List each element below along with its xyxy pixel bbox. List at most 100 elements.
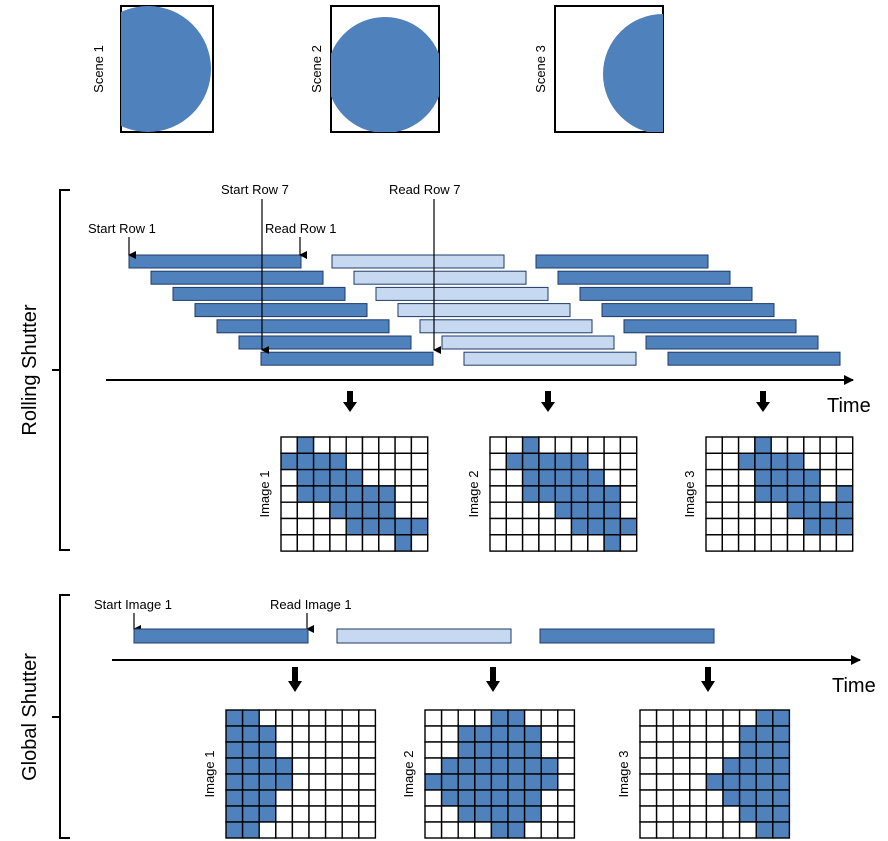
- pixel-cell: [474, 805, 493, 823]
- pixel-cell: [570, 534, 589, 552]
- pixel-cell: [474, 789, 493, 807]
- pixel-cell: [754, 452, 772, 471]
- pixel-cell: [474, 757, 493, 775]
- pixel-cell: [772, 741, 791, 759]
- rolling-shutter-section: Rolling Shutter Start Row 1 Read Row 1 S…: [19, 182, 871, 552]
- rolling-group-3-row-5: [623, 319, 797, 334]
- rolling-image-2-label: Image 2: [466, 471, 481, 518]
- pixel-cell: [835, 436, 854, 454]
- pixel-cell: [505, 436, 524, 454]
- rolling-group-1-row-7: [260, 351, 434, 366]
- pixel-cell: [689, 805, 708, 823]
- global-exposure-bars: [133, 628, 715, 644]
- pixel-cell: [721, 468, 740, 487]
- pixel-cell: [361, 534, 380, 552]
- rolling-group-3-row-7: [667, 351, 841, 366]
- pixel-cell: [722, 709, 741, 727]
- pixel-cell: [521, 468, 540, 487]
- global-time-label: Time: [832, 675, 876, 697]
- pixel-cell: [424, 757, 443, 775]
- pixel-cell: [296, 485, 315, 503]
- pixel-cell: [655, 773, 674, 791]
- pixel-cell: [786, 485, 805, 503]
- rolling-group-3-row-6: [645, 335, 819, 350]
- pixel-cell: [557, 789, 576, 807]
- rolling-group-1-row-3: [172, 286, 346, 301]
- pixel-cell: [424, 773, 443, 791]
- pixel-cell: [378, 485, 396, 503]
- pixel-cell: [737, 436, 756, 454]
- pixel-cell: [358, 805, 377, 823]
- pixel-cell: [603, 517, 622, 536]
- scene-1-label: Scene 1: [91, 45, 106, 93]
- pixel-cell: [639, 821, 658, 839]
- pixel-cell: [296, 436, 315, 454]
- pixel-cell: [737, 517, 756, 536]
- pixel-cell: [424, 821, 443, 839]
- rolling-shutter-bracket: [52, 189, 70, 551]
- pixel-cell: [587, 452, 605, 471]
- pixel-cell: [505, 501, 524, 520]
- pixel-cell: [835, 468, 854, 487]
- pixel-cell: [361, 501, 380, 520]
- pixel-cell: [358, 741, 377, 759]
- pixel-cell: [521, 517, 540, 536]
- rolling-exposure-bars: [128, 254, 841, 366]
- pixel-cell: [786, 517, 805, 536]
- pixel-cell: [225, 821, 244, 839]
- pixel-cell: [457, 821, 476, 839]
- read-row-7-label: Read Row 7: [389, 182, 461, 197]
- pixel-cell: [258, 821, 277, 839]
- pixel-cell: [424, 709, 443, 727]
- pixel-cell: [639, 789, 658, 807]
- pixel-cell: [538, 485, 556, 503]
- scene-1: Scene 1: [91, 5, 214, 133]
- pixel-cell: [296, 452, 315, 471]
- pixel-cell: [755, 741, 774, 759]
- pixel-cell: [755, 757, 774, 775]
- pixel-cell: [672, 789, 691, 807]
- global-exposure-2: [336, 628, 512, 644]
- pixel-cell: [505, 534, 524, 552]
- pixel-cell: [490, 709, 509, 727]
- pixel-cell: [786, 534, 805, 552]
- pixel-cell: [280, 534, 298, 552]
- pixel-cell: [772, 789, 791, 807]
- global-image-3: Image 3: [616, 709, 791, 839]
- scene-2-label: Scene 2: [309, 45, 324, 93]
- pixel-cell: [489, 436, 507, 454]
- pixel-cell: [540, 789, 559, 807]
- pixel-cell: [312, 485, 331, 503]
- pixel-cell: [672, 725, 691, 743]
- pixel-cell: [770, 436, 789, 454]
- pixel-cell: [737, 452, 756, 471]
- pixel-cell: [557, 757, 576, 775]
- pixel-cell: [324, 757, 343, 775]
- pixel-cell: [557, 773, 576, 791]
- pixel-cell: [557, 741, 576, 759]
- pixel-cell: [770, 534, 789, 552]
- pixel-cell: [689, 709, 708, 727]
- pixel-cell: [361, 452, 380, 471]
- pixel-cell: [424, 725, 443, 743]
- pixel-cell: [308, 821, 327, 839]
- global-shutter-bracket: [52, 594, 70, 839]
- pixel-cell: [507, 805, 526, 823]
- global-image-1-label: Image 1: [202, 751, 217, 798]
- pixel-cell: [312, 517, 331, 536]
- pixel-cell: [358, 821, 377, 839]
- pixel-cell: [394, 485, 413, 503]
- pixel-cell: [738, 773, 757, 791]
- pixel-cell: [738, 741, 757, 759]
- pixel-cell: [603, 468, 622, 487]
- pixel-cell: [738, 709, 757, 727]
- pixel-cell: [489, 517, 507, 536]
- pixel-cell: [722, 789, 741, 807]
- pixel-cell: [410, 485, 429, 503]
- pixel-cell: [312, 436, 331, 454]
- pixel-cell: [705, 436, 723, 454]
- pixel-cell: [225, 757, 244, 775]
- pixel-cell: [619, 468, 638, 487]
- pixel-cell: [755, 709, 774, 727]
- pixel-cell: [361, 517, 380, 536]
